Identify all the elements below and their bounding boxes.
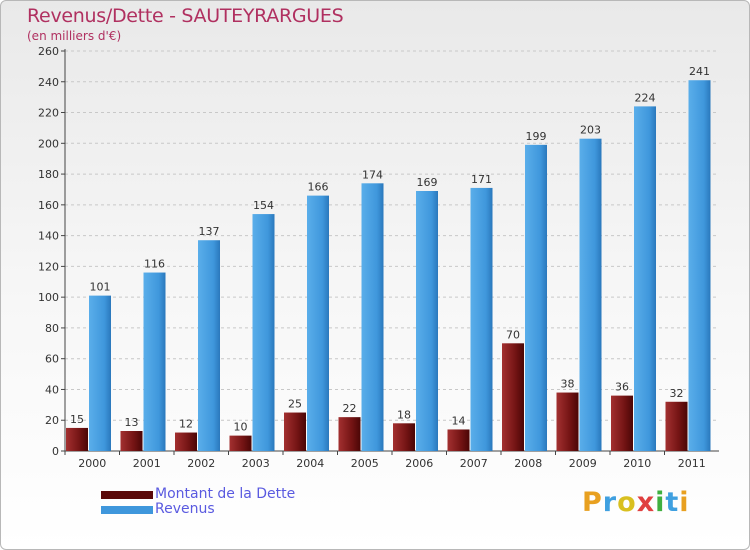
revenue-bar [525,144,547,451]
x-tick-label: 2003 [242,457,270,470]
revenue-bar [143,272,166,451]
debt-bar [175,432,197,451]
logo-letter: i [679,487,690,518]
x-tick-label: 2001 [133,457,161,470]
logo-letter: i [655,487,666,518]
x-tick-label: 2009 [569,457,597,470]
bars [66,80,711,452]
debt-bar [284,412,306,451]
debt-value-label: 70 [506,328,520,341]
debt-value-label: 13 [125,416,139,429]
y-tick-label: 120 [38,260,59,273]
debt-bar [611,395,633,451]
revenue-value-label: 101 [90,281,111,294]
debt-bar [556,392,579,451]
revenue-value-label: 137 [199,225,220,238]
axes: 0 20 40 60 80 100 120 140 160 180 200 220 240 260 2000… [38,45,719,470]
revenue-value-label: 174 [362,168,383,181]
logo-letter: r [602,487,618,518]
debt-bar [66,427,88,451]
legend-swatch-dette [101,491,153,499]
y-tick-label: 100 [38,291,59,304]
revenue-bar [198,240,220,451]
x-tick-label: 2000 [78,457,106,470]
x-tick-label: 2005 [351,457,379,470]
y-tick-label: 40 [45,383,59,396]
revenue-value-label: 154 [253,199,274,212]
y-tick-label: 180 [38,168,59,181]
x-tick-label: 2007 [460,457,488,470]
revenue-bar [89,295,111,451]
revenue-bar [416,191,438,451]
revenue-bar [307,195,329,451]
proxiti-logo: Proxiti [582,487,690,518]
data-labels: 15 101 13 116 12 137 10 154 25 166 22 174 18 169 14 171… [70,65,710,433]
revenue-value-label: 224 [635,91,656,104]
debt-value-label: 38 [561,378,575,391]
debt-bar [120,431,143,451]
debt-value-label: 22 [343,402,357,415]
debt-value-label: 10 [234,421,248,434]
y-tick-label: 200 [38,137,59,150]
y-tick-label: 140 [38,230,59,243]
logo-letter: x [636,487,656,518]
y-tick-label: 240 [38,76,59,89]
revenue-value-label: 116 [144,258,165,271]
x-tick-label: 2010 [623,457,651,470]
revenue-bar [361,183,384,452]
y-tick-label: 80 [45,322,59,335]
debt-value-label: 15 [70,413,84,426]
logo-letter: o [617,487,637,518]
gridlines [65,50,719,421]
debt-bar [502,343,524,451]
debt-bar [665,401,688,451]
debt-bar [447,429,470,451]
revenue-bar [688,80,711,451]
y-tick-label: 160 [38,199,59,212]
revenue-bar [634,106,656,451]
x-tick-label: 2004 [296,457,324,470]
legend-label-dette: Montant de la Dette [155,486,296,502]
x-tick-label: 2011 [678,457,706,470]
debt-value-label: 32 [670,387,684,400]
debt-bar [393,423,415,451]
y-tick-label: 260 [38,45,59,58]
x-tick-label: 2008 [514,457,542,470]
x-tick-label: 2006 [405,457,433,470]
debt-value-label: 36 [615,381,629,394]
revenue-value-label: 171 [471,173,492,186]
revenue-bar [252,214,275,451]
chart-subtitle: (en milliers d'€) [27,29,122,43]
debt-value-label: 12 [179,418,193,431]
chart-title: Revenus/Dette - SAUTEYRARGUES [27,5,344,27]
logo-letter: t [665,487,680,518]
debt-value-label: 25 [288,398,302,411]
legend-swatch-revenus [101,506,153,514]
y-tick-label: 220 [38,107,59,120]
y-tick-label: 20 [45,414,59,427]
revenue-value-label: 199 [526,130,547,143]
y-tick-label: 60 [45,353,59,366]
revenue-value-label: 241 [689,65,710,78]
revenue-bar [470,187,493,451]
x-tick-label: 2002 [187,457,215,470]
debt-value-label: 18 [397,408,411,421]
revenue-value-label: 166 [308,181,329,194]
logo-letter: P [582,487,603,518]
debt-bar [338,417,361,451]
revenue-value-label: 169 [417,176,438,189]
debt-value-label: 14 [452,414,466,427]
revenue-bar [579,138,602,451]
revenue-value-label: 203 [580,124,601,137]
y-tick-label: 0 [52,445,59,458]
legend-label-revenus: Revenus [155,501,215,517]
debt-bar [229,435,252,451]
